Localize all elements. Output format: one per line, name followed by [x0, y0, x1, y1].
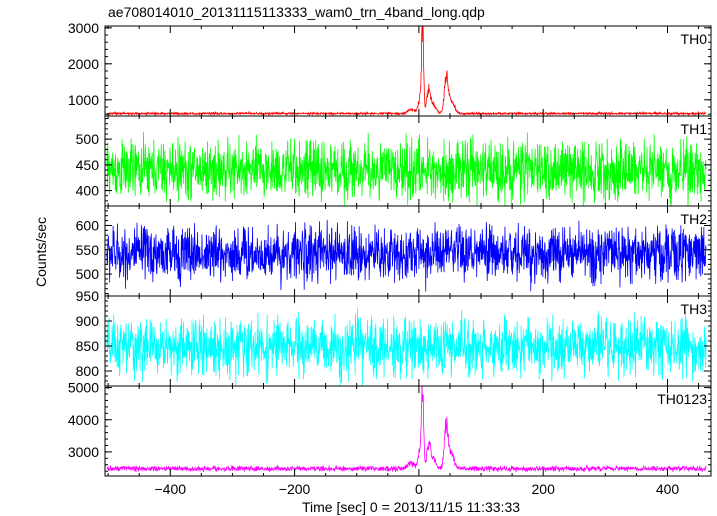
panel-frame-th0123	[104, 385, 712, 477]
y-tick-label-th0123-3000: 3000	[68, 444, 99, 460]
panel-frame-th0	[104, 25, 712, 117]
series-line-th0123	[106, 386, 707, 473]
y-tick-label-th2-550: 550	[76, 242, 100, 258]
panel-th0123: 3000 4000 5000 TH0123	[68, 380, 712, 477]
y-tick-label-th0123-5000: 5000	[68, 380, 99, 396]
y-tick-label-th3-950: 950	[76, 288, 100, 304]
panel-label-th1: TH1	[681, 121, 708, 137]
y-tick-label-th1-450: 450	[76, 157, 100, 173]
x-axis-title: Time [sec] 0 = 2013/11/15 11:33:33	[302, 499, 520, 515]
x-tick-label-400: 400	[656, 481, 680, 497]
y-tick-label-th0-2000: 2000	[68, 56, 99, 72]
y-tick-label-th2-500: 500	[76, 266, 100, 282]
panel-label-th2: TH2	[681, 211, 708, 227]
series-line-th0	[106, 26, 707, 116]
panel-label-th3: TH3	[681, 301, 708, 317]
y-tick-label-th0123-4000: 4000	[68, 412, 99, 428]
panel-label-th0: TH0	[681, 31, 708, 47]
chart-title: ae708014010_20131115113333_wam0_trn_4ban…	[108, 4, 485, 20]
y-axis-title: Counts/sec	[33, 217, 49, 287]
y-tick-label-th1-500: 500	[76, 131, 100, 147]
series-line-th3	[106, 307, 707, 386]
y-tick-label-th2-600: 600	[76, 217, 100, 233]
y-tick-label-th3-800: 800	[76, 363, 100, 379]
panel-label-th0123: TH0123	[657, 391, 707, 407]
x-tick-label--200: −200	[279, 481, 311, 497]
series-line-th2	[106, 219, 707, 292]
x-tick-label-200: 200	[532, 481, 556, 497]
panel-th3: 800 850 900 950 TH3	[76, 288, 712, 387]
y-tick-label-th3-900: 900	[76, 313, 100, 329]
y-tick-label-th0-3000: 3000	[68, 20, 99, 36]
panel-th1: 400 450 500 TH1	[76, 115, 712, 207]
y-tick-label-th3-850: 850	[76, 338, 100, 354]
panel-th0: 1000 2000 3000 TH0	[68, 20, 712, 117]
series-line-th1	[106, 132, 707, 206]
panel-th2: 500 550 600 TH2	[76, 205, 712, 297]
x-tick-label--400: −400	[154, 481, 186, 497]
y-tick-label-th1-400: 400	[76, 183, 100, 199]
x-tick-label-0: 0	[415, 481, 423, 497]
y-tick-label-th0-1000: 1000	[68, 92, 99, 108]
